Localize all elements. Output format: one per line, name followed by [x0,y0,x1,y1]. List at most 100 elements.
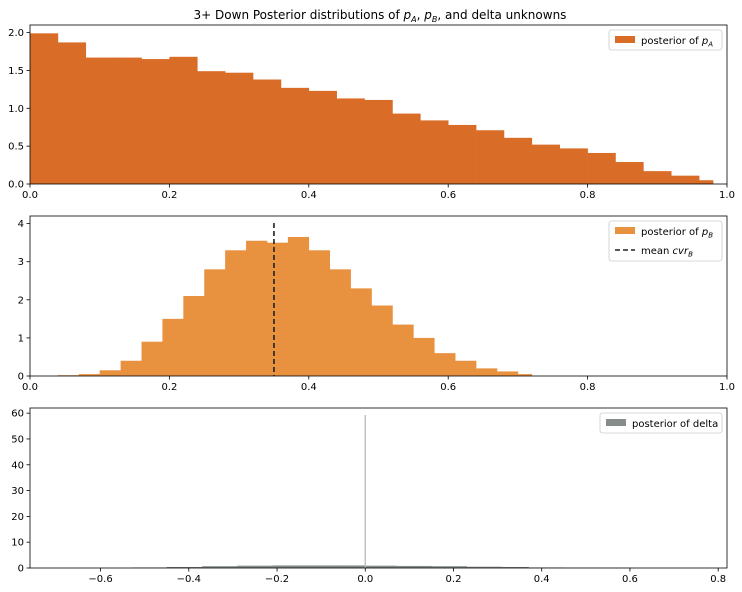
legend-mean-label: mean cvrB [641,246,693,259]
histogram-bar [413,337,435,376]
y-tick-label: 20 [11,512,24,523]
posterior-pA-panel: 0.0 0.2 0.4 0.6 0.8 1.0 0.0 0.5 1.0 1.5 2.0 posteri… [8,24,735,201]
histogram-bar [476,130,505,184]
y-tick-label: 0 [18,372,24,383]
histogram-bar [336,98,365,184]
histogram-bar [99,370,121,376]
y-tick-label: 0 [18,564,24,575]
x-tick-label: 0.4 [534,574,550,585]
histogram-bar [431,566,468,568]
x-tick-label: 0.2 [161,382,177,393]
histogram-bar [455,360,477,376]
x-tick-label: 0.6 [440,382,456,393]
legend-swatch [606,419,626,426]
axes-frame [29,24,728,185]
legend-label: posterior of delta [632,419,718,430]
histogram-bar [237,565,273,568]
x-tick-label: 0.6 [622,574,638,585]
histogram-bar [392,113,421,184]
x-tick-label: 0.0 [22,190,38,201]
y-tick-label: 1.0 [8,104,24,115]
y-tick-label: 3 [18,257,24,268]
histogram-bar [531,144,561,184]
x-tick-label: −0.4 [177,574,201,585]
histogram-bar [396,565,432,568]
y-tick-label: 60 [11,409,24,420]
histogram-bar [287,236,310,376]
histogram-bar [434,353,456,376]
y-tick-label: 40 [11,460,24,471]
histogram-bar [307,565,344,568]
histogram-bar [392,324,414,376]
legend-box [608,29,723,51]
histogram-bar [197,71,226,184]
x-tick-label: 1.0 [719,190,735,201]
x-tick-label: 0.2 [161,190,177,201]
x-tick-label: 0.4 [301,190,317,201]
histogram-bar [559,148,588,184]
y-tick-label: 0.0 [8,180,24,191]
posterior-pB-panel: 0.0 0.2 0.4 0.6 0.8 1.0 0 1 2 3 4 posterior of pB me… [18,215,735,393]
histogram-bar [204,269,226,376]
x-tick-label: −0.2 [265,574,289,585]
histogram-bar [350,288,372,376]
histogram-bar [502,566,529,568]
histogram-bar [365,565,397,568]
histogram-bar [280,87,310,184]
histogram-bar [162,318,184,376]
histogram-bar [517,374,533,376]
posterior-delta-panel: −0.6 −0.4 −0.2 0.0 0.2 0.4 0.6 0.8 0 10 20 30 40 50 60… [11,407,728,585]
histogram-bar [266,242,289,376]
x-tick-label: 0.0 [22,382,38,393]
histogram-bar [308,90,337,184]
histogram-bar [202,566,238,568]
axes-frame [29,215,728,377]
y-tick-label: 0.5 [8,142,24,153]
axes-frame [29,407,728,569]
legend-label: posterior of pA [641,36,713,49]
x-tick-label: 0.2 [446,574,462,585]
histogram-bar [30,33,59,185]
histogram-bar [308,250,331,376]
histogram-bar [246,240,268,376]
histogram-bar [343,565,366,568]
y-tick-label: 1 [18,333,24,344]
histogram-bar [615,162,644,184]
histogram-bar [225,72,254,184]
histogram-bar [643,171,672,184]
y-tick-label: 30 [11,486,24,497]
x-tick-label: 0.4 [301,382,317,393]
histogram-bar [364,99,393,184]
x-tick-label: 0.8 [580,190,596,201]
histogram-bar [57,42,87,184]
histogram-bar [166,566,203,568]
x-tick-label: 1.0 [719,382,735,393]
histogram-bar [183,296,205,376]
x-tick-label: −0.6 [88,574,112,585]
x-tick-label: 0.6 [440,190,456,201]
histogram-bar [448,124,477,184]
legend: posterior of pB mean cvrB [608,220,723,262]
histogram-bar [496,371,519,376]
histogram-bar [113,57,142,184]
histogram-bar [253,79,282,184]
histogram-bar [225,250,247,376]
legend-box [599,412,723,434]
histogram-bar [503,137,533,184]
legend-box [608,220,723,262]
y-tick-label: 1.5 [8,66,24,77]
histogram-bar [476,368,498,376]
legend-swatch [615,36,635,43]
y-tick-label: 50 [11,434,24,445]
legend: posterior of pA [608,29,723,51]
figure-title: 3+ Down Posterior distributions of pA, p… [194,8,567,24]
histogram-bar [78,374,100,376]
legend-label: posterior of pB [641,227,713,240]
x-tick-label: 0.8 [580,382,596,393]
histogram-bar [699,180,714,184]
histogram-bar [466,566,503,568]
histogram-bar [329,269,351,376]
x-tick-label: 0.8 [710,574,726,585]
histogram-bar [141,341,163,376]
